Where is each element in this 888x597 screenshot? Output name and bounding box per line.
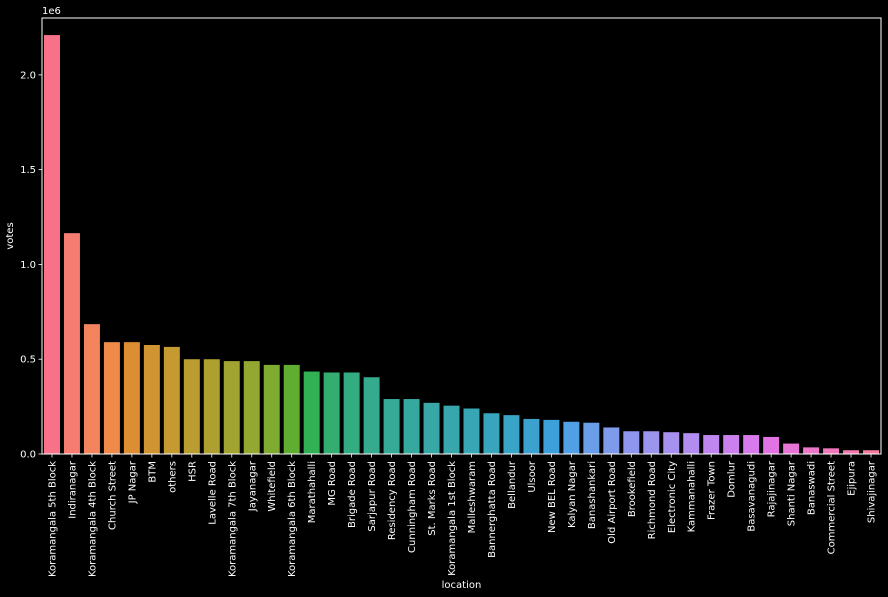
bar-4 [103,342,120,454]
x-tick-label: Koramangala 1st Block [447,461,458,576]
x-axis-title: location [442,580,482,591]
bar-29 [603,427,620,454]
bar-10 [223,361,240,454]
bar-21 [443,405,460,454]
bar-38 [783,443,800,454]
bar-27 [563,421,580,454]
y-tick-label: 0.5 [20,355,36,366]
bar-12 [263,364,280,454]
y-tick-label: 2.0 [20,70,36,81]
x-tick-label: Koramangala 7th Block [227,461,238,577]
bar-35 [723,435,740,454]
bar-16 [343,372,360,454]
x-tick-label: Ejipura [847,461,858,496]
bar-39 [803,447,820,454]
y-axis: 0.0 0.5 1.0 1.5 2.0 [20,70,42,461]
x-tick-label: Malleshwaram [467,461,478,533]
x-tick-label: Rajajinagar [767,460,778,517]
bar-26 [543,419,560,454]
x-tick-label: HSR [187,461,198,482]
y-tick-label: 0.0 [20,450,36,461]
y-tick-label: 1.5 [20,165,36,176]
bar-19 [403,399,420,454]
bar-15 [323,372,340,454]
bar-28 [583,422,600,454]
bar-23 [483,413,500,454]
bar-34 [703,435,720,454]
x-tick-label: Whitefield [267,461,278,512]
x-tick-label: Koramangala 5th Block [47,461,58,577]
x-tick-label: Residency Road [387,461,398,540]
x-tick-label: MG Road [327,461,338,506]
x-tick-label: Cunningham Road [407,461,418,553]
bar-8 [183,359,200,454]
bar-14 [303,371,320,454]
x-tick-label: Brigade Road [347,461,358,528]
x-tick-label: Bellandur [507,460,518,509]
bar-1 [44,35,60,455]
bar-32 [663,432,680,454]
bar-3 [83,324,100,454]
bar-40 [823,448,840,454]
x-tick-label: Kammanahalli [687,461,698,532]
bar-24 [503,415,520,454]
bar-11 [243,361,260,454]
y-offset-label: 1e6 [42,6,61,17]
x-tick-label: Church Street [107,461,118,530]
bar-17 [363,377,380,454]
x-tick-label: New BEL Road [547,461,558,533]
x-tick-label: Marathahalli [307,461,318,523]
x-tick-label: Frazer Town [707,461,718,520]
x-tick-label: Shanti Nagar [787,460,798,526]
bar-5 [123,342,140,454]
x-tick-label: Koramangala 4th Block [87,461,98,577]
bar-22 [463,408,480,454]
y-tick-label: 1.0 [20,260,36,271]
bar-41 [843,450,860,454]
x-tick-label: Bannerghatta Road [487,461,498,558]
x-axis: Koramangala 5th Block Indiranagar Koramang… [47,454,878,577]
x-tick-label: Richmond Road [647,461,658,539]
x-tick-label: BTM [147,461,158,483]
bar-20 [423,402,440,454]
bar-36 [743,435,760,454]
plot-frame [41,17,882,455]
x-tick-label: Shivajinagar [867,460,878,523]
bar-18 [383,399,400,454]
x-tick-label: Jayanagar [247,460,258,512]
x-tick-label: others [167,461,178,493]
x-tick-label: Lavelle Road [207,461,218,525]
bar-25 [523,418,540,454]
x-tick-label: Kalyan Nagar [567,460,578,528]
bar-6 [143,345,160,454]
x-tick-label: Banaswadi [807,461,818,515]
x-tick-label: Domlur [727,460,738,498]
x-tick-label: Brookefield [627,461,638,517]
x-tick-label: Basavanagudi [747,461,758,532]
x-tick-label: JP Nagar [127,460,138,504]
x-tick-label: Old Airport Road [607,461,618,544]
bar-2 [63,233,80,454]
bar-42 [863,450,879,454]
bar-37 [763,436,780,454]
x-tick-label: Indiranagar [67,460,78,519]
bar-9 [203,359,220,454]
x-tick-label: Sarjapur Road [367,461,378,532]
bar-30 [623,431,640,454]
x-tick-label: Koramangala 6th Block [287,461,298,577]
bar-33 [683,433,700,454]
bar-31 [643,431,660,454]
bar-7 [163,346,180,454]
x-tick-label: Banashankari [587,461,598,529]
bar-13 [283,364,300,454]
bars-group [44,35,879,455]
x-tick-label: St. Marks Road [427,461,438,536]
x-tick-label: Commercial Street [827,461,838,554]
x-tick-label: Electronic City [667,461,678,533]
y-axis-title: votes [5,222,16,249]
x-tick-label: Ulsoor [527,460,538,493]
